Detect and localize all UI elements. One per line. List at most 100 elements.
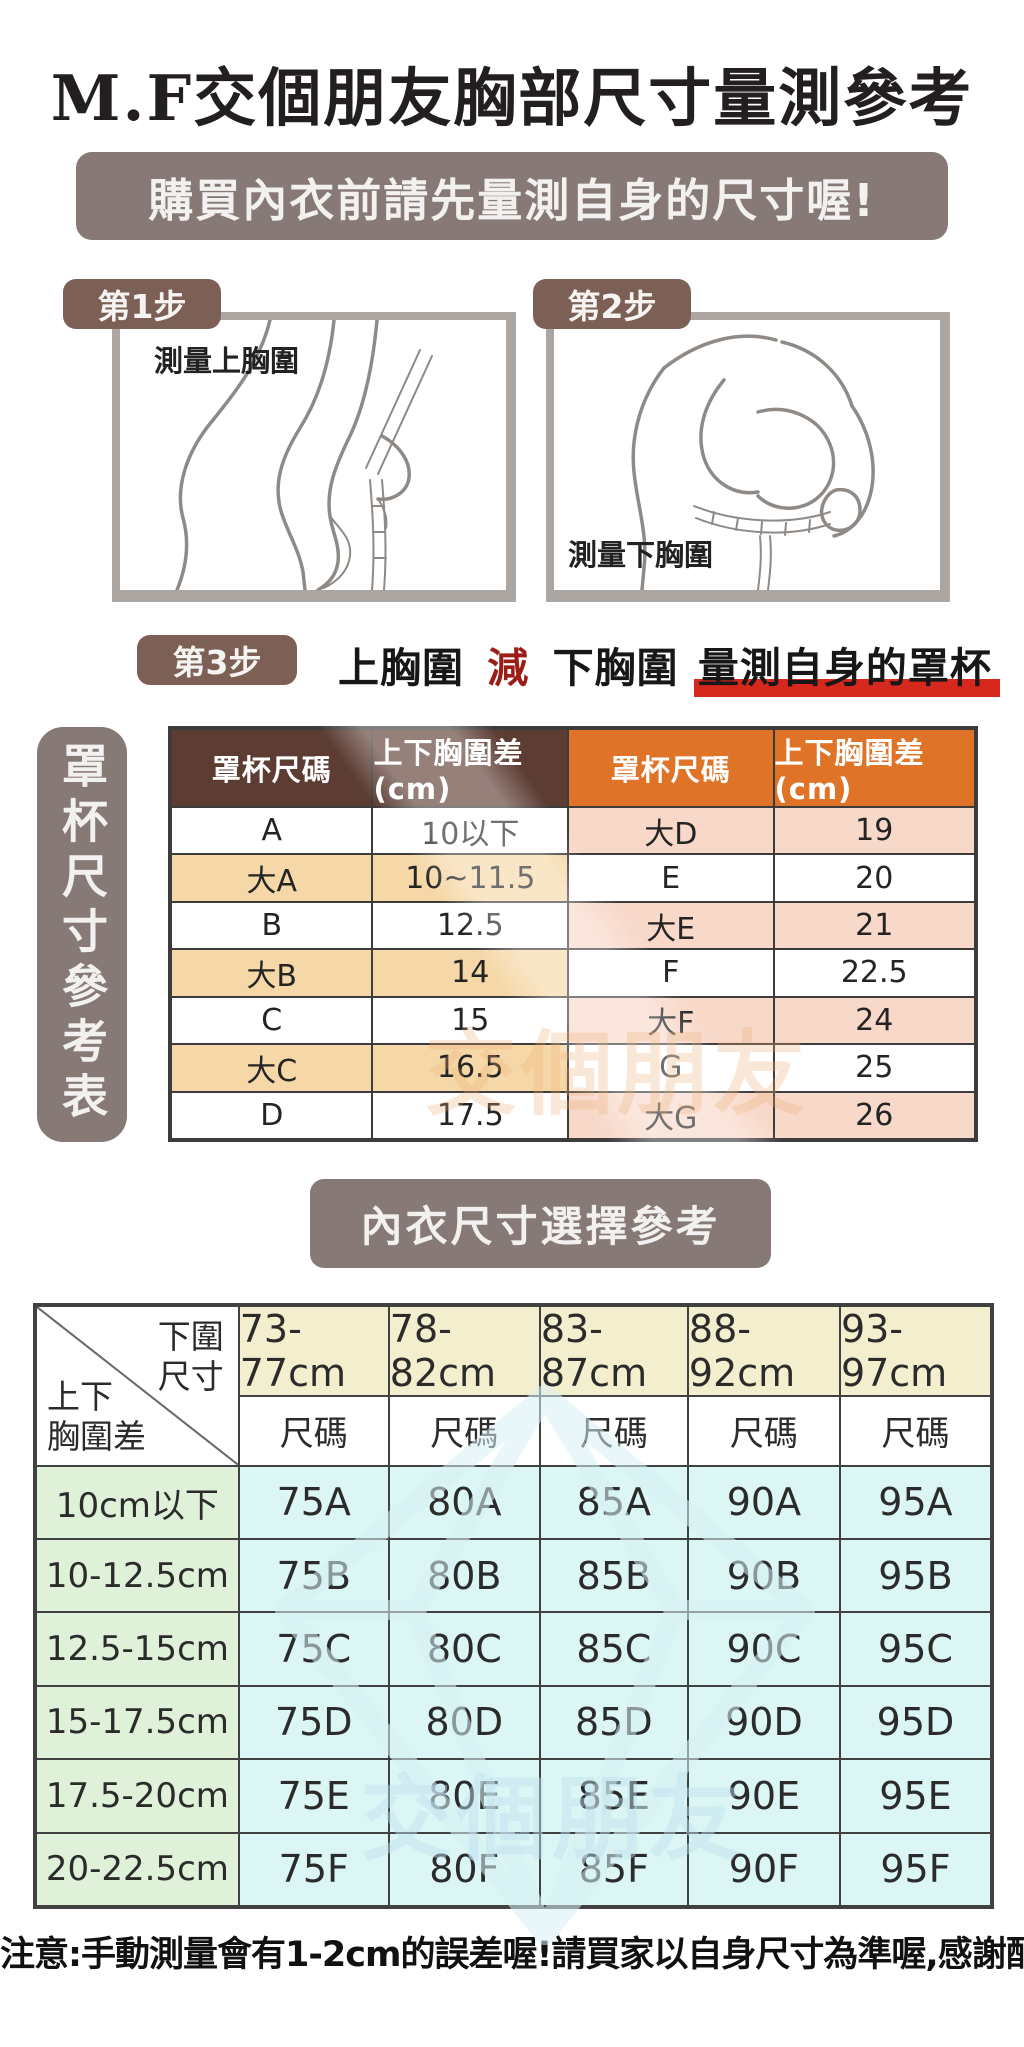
size-cell: 95D [839, 1685, 991, 1760]
row-label: 20-22.5cm [36, 1832, 239, 1906]
step3-tag: 第3步 [137, 635, 297, 685]
size-cell: 80B [388, 1538, 540, 1613]
size-cell: 95A [839, 1465, 991, 1539]
cup-cell: 大E [568, 901, 774, 950]
cup-header-diff-right: 上下胸圍差(cm) [773, 729, 975, 807]
cup-cell: 大B [171, 949, 373, 997]
row-label: 12.5-15cm [36, 1612, 239, 1686]
step1-caption: 測量上胸圍 [154, 344, 300, 378]
diagonal-line [37, 1307, 238, 1465]
cup-cell: 26 [773, 1091, 975, 1139]
size-cell: 75C [238, 1612, 389, 1686]
page-title: M.F交個朋友胸部尺寸量測參考 [50, 61, 974, 135]
bottom-note: 注意:手動測量會有1-2cm的誤差喔!請買家以自身尺寸為準喔,感謝配合! [0, 1935, 1024, 1975]
step1-image-frame: 測量上胸圍 [112, 312, 516, 602]
size-cell: 85C [539, 1612, 688, 1686]
formula-result-highlight: 量測自身的罩杯 [693, 644, 1000, 697]
upper-bust-measurement-illustration [175, 320, 433, 590]
cup-table-side-label-text: 罩杯尺寸參考表 [55, 742, 109, 1127]
cup-cell: 10~11.5 [372, 854, 569, 902]
subheader-size: 尺碼 [539, 1396, 688, 1466]
intro-banner-text: 購買內衣前請先量測自身的尺寸喔! [148, 173, 876, 227]
cup-cell: 15 [372, 996, 569, 1045]
cup-cell: 14 [372, 949, 569, 997]
step3-formula: 上胸圍 減 下胸圍 量測自身的罩杯 [338, 634, 1000, 697]
row-label: 15-17.5cm [36, 1685, 239, 1760]
band-header: 73-77cm [238, 1306, 389, 1396]
band-header: 88-92cm [687, 1306, 840, 1396]
subheader-size: 尺碼 [839, 1396, 991, 1466]
size-cell: 95B [839, 1538, 991, 1613]
corner-diff-label: 上下 胸圍差 [47, 1377, 146, 1456]
size-cell: 90F [687, 1832, 840, 1906]
diagonal-header-cell: 下圍 尺寸 上下 胸圍差 [36, 1306, 239, 1466]
cup-header-size-left: 罩杯尺碼 [171, 729, 373, 807]
row-label: 10-12.5cm [36, 1538, 239, 1613]
cup-cell: 16.5 [372, 1044, 569, 1092]
size-cell: 95E [839, 1759, 991, 1833]
cup-cell: 12.5 [372, 901, 569, 950]
cup-cell: 21 [773, 901, 975, 950]
step1-tag: 第1步 [63, 279, 221, 329]
cup-header-size-right: 罩杯尺碼 [568, 729, 774, 807]
subheader-size: 尺碼 [388, 1396, 540, 1466]
corner-underband-label: 下圍 尺寸 [157, 1317, 224, 1396]
size-cell: 85B [539, 1538, 688, 1613]
size-cell: 90A [687, 1465, 840, 1539]
step2-tag: 第2步 [533, 279, 691, 329]
size-cell: 75F [238, 1832, 389, 1906]
size-cell: 75B [238, 1538, 389, 1613]
band-header: 83-87cm [539, 1306, 688, 1396]
size-table-banner: 內衣尺寸選擇參考 [310, 1179, 771, 1268]
cup-cell: 17.5 [372, 1091, 569, 1139]
size-table-banner-text: 內衣尺寸選擇參考 [360, 1202, 721, 1251]
cup-cell: B [171, 901, 373, 950]
cup-cell: F [568, 949, 774, 997]
cup-cell: G [568, 1044, 774, 1092]
cup-cell: C [171, 996, 373, 1045]
cup-cell: 大D [568, 807, 774, 855]
size-cell: 95F [839, 1832, 991, 1906]
cup-cell: 大C [171, 1044, 373, 1092]
size-cell: 95C [839, 1612, 991, 1686]
cup-cell: 25 [773, 1044, 975, 1092]
size-cell: 80F [388, 1832, 540, 1906]
cup-cell: A [171, 807, 373, 855]
size-cell: 80A [388, 1465, 540, 1539]
size-cell: 85D [539, 1685, 688, 1760]
formula-upper-bust: 上胸圍 [338, 644, 464, 692]
size-cell: 75A [238, 1465, 389, 1539]
step2-caption: 測量下胸圍 [568, 538, 714, 572]
subheader-size: 尺碼 [238, 1396, 389, 1466]
cup-cell: E [568, 854, 774, 902]
size-cell: 80E [388, 1759, 540, 1833]
size-cell: 90C [687, 1612, 840, 1686]
size-cell: 90D [687, 1685, 840, 1760]
cup-table-side-label: 罩杯尺寸參考表 [37, 727, 127, 1142]
cup-cell: 22.5 [773, 949, 975, 997]
cup-cell: 大F [568, 996, 774, 1045]
size-cell: 85A [539, 1465, 688, 1539]
cup-cell: 大A [171, 854, 373, 902]
cup-cell: 10以下 [372, 807, 569, 855]
cup-cell: D [171, 1091, 373, 1139]
size-cell: 80C [388, 1612, 540, 1686]
cup-cell: 20 [773, 854, 975, 902]
bra-size-selection-table: 下圍 尺寸 上下 胸圍差 73-77cm 78-82cm 83-87cm 88-… [33, 1303, 994, 1909]
step2-image-frame: 測量下胸圍 [546, 312, 950, 602]
formula-under-bust: 下胸圍 [552, 644, 679, 692]
subheader-size: 尺碼 [687, 1396, 840, 1466]
cup-cell: 19 [773, 807, 975, 855]
cup-cell: 大G [568, 1091, 774, 1139]
cup-size-table: 罩杯尺碼 上下胸圍差(cm) 罩杯尺碼 上下胸圍差(cm) A 10以下 大D … [168, 726, 978, 1142]
cup-cell: 24 [773, 996, 975, 1045]
size-cell: 75E [238, 1759, 389, 1833]
band-header: 78-82cm [388, 1306, 540, 1396]
size-cell: 85F [539, 1832, 688, 1906]
size-cell: 75D [238, 1685, 389, 1760]
intro-banner: 購買內衣前請先量測自身的尺寸喔! [76, 152, 948, 240]
under-bust-measurement-illustration [631, 334, 875, 590]
cup-header-diff-left: 上下胸圍差(cm) [372, 729, 569, 807]
size-cell: 85E [539, 1759, 688, 1833]
